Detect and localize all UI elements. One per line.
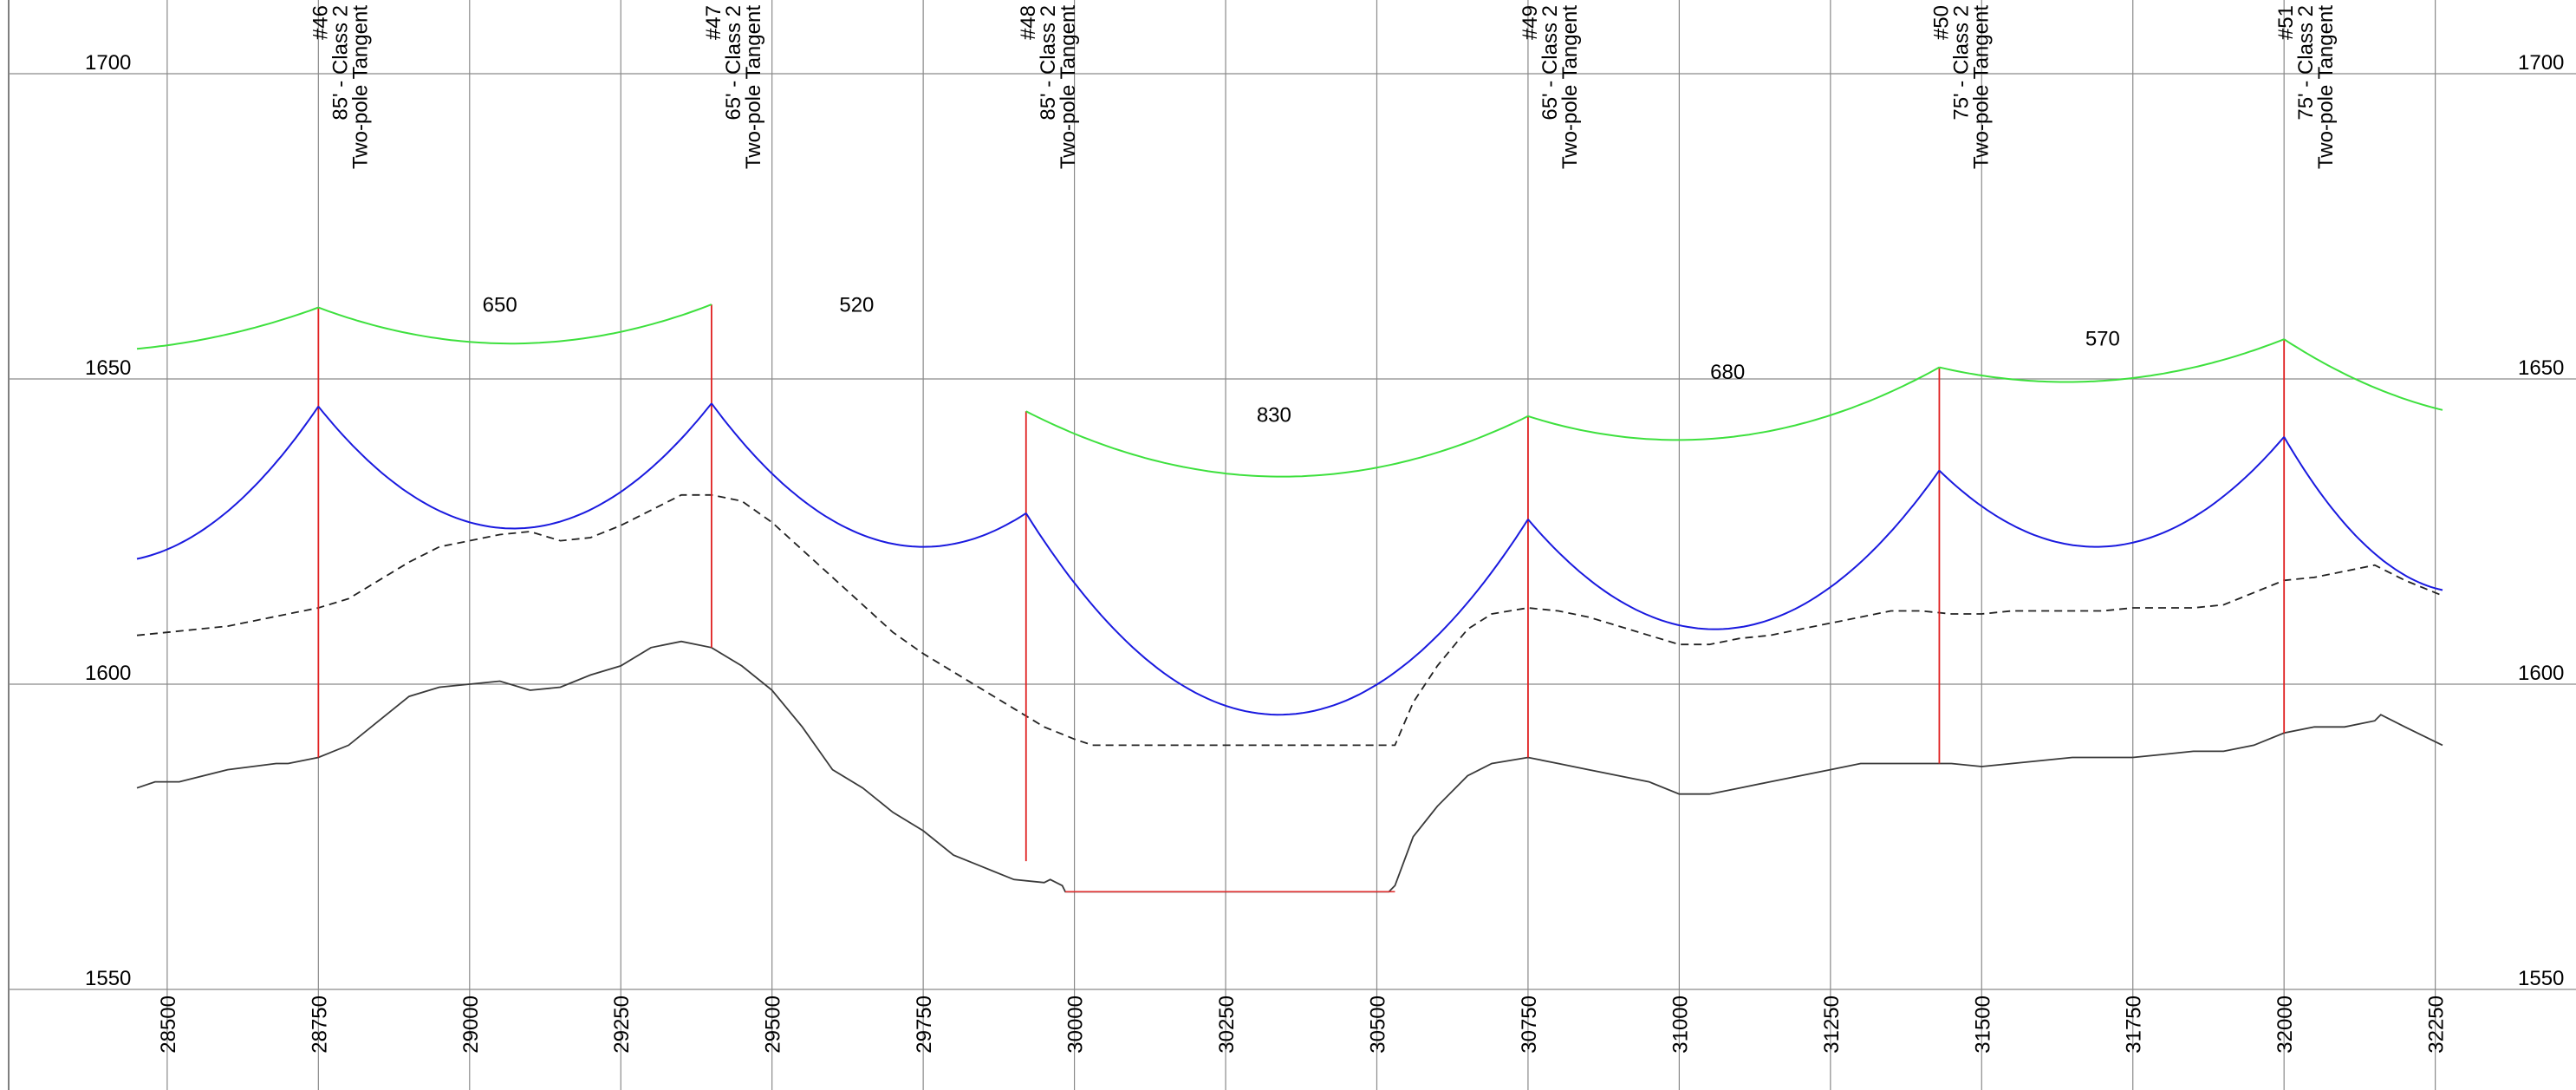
y-tick-right-1650: 1650 [2518, 356, 2564, 380]
pole-label-46-1: #46 [309, 5, 332, 40]
pole-label-51-2: 75' - Class 2 [2294, 5, 2318, 121]
pole-label-47-1: #47 [702, 5, 725, 40]
vegetation-profile [136, 493, 2443, 747]
clearance-left-edge [136, 306, 319, 350]
pole-label-50-2: 75' - Class 2 [1949, 5, 1973, 121]
x-tick-29000: 29000 [459, 995, 483, 1054]
conductor-span-520 [711, 402, 1027, 548]
clearance-span-680 [1527, 366, 1940, 441]
pole-label-51-3: Two-pole Tangent [2314, 5, 2338, 169]
x-tick-28500: 28500 [157, 995, 180, 1054]
pole-label-49-2: 65' - Class 2 [1538, 5, 1562, 121]
y-tick-left-1550: 1550 [85, 967, 131, 990]
x-tick-28750: 28750 [308, 995, 331, 1054]
x-tick-31000: 31000 [1669, 995, 1692, 1054]
clearance-right-edge [2283, 338, 2443, 411]
x-tick-30000: 30000 [1064, 995, 1088, 1054]
x-tick-30750: 30750 [1518, 995, 1541, 1054]
pole-label-48-1: #48 [1017, 5, 1040, 40]
pole-label-50-1: #50 [1929, 5, 1953, 40]
span-length-650: 650 [483, 294, 517, 317]
pole-label-49-1: #49 [1519, 5, 1542, 40]
conductor-span-830 [1025, 512, 1529, 716]
y-tick-left-1600: 1600 [85, 662, 131, 685]
pole-label-47-2: 65' - Class 2 [722, 5, 745, 121]
clearance-span-650 [317, 304, 712, 345]
ground-line [136, 640, 2443, 893]
conductor-curves [136, 402, 2443, 716]
poles [317, 304, 2286, 862]
span-length-520: 520 [839, 294, 874, 317]
pole-label-47-3: Two-pole Tangent [742, 5, 765, 169]
pole-label-48-2: 85' - Class 2 [1037, 5, 1060, 121]
clearance-span-830 [1025, 410, 1529, 478]
clearance-span-570 [1939, 338, 2285, 383]
clearance-curves [136, 304, 2443, 478]
ground-profile [136, 640, 2443, 893]
x-tick-31250: 31250 [1820, 995, 1844, 1054]
x-tick-31500: 31500 [1971, 995, 1994, 1054]
pole-label-50-3: Two-pole Tangent [1969, 5, 1993, 169]
span-length-570: 570 [2085, 327, 2120, 350]
span-length-830: 830 [1257, 403, 1291, 427]
pole-label-49-3: Two-pole Tangent [1558, 5, 1582, 169]
y-tick-right-1700: 1700 [2518, 51, 2564, 75]
pole-label-48-3: Two-pole Tangent [1057, 5, 1080, 169]
conductor-span-650 [317, 402, 712, 530]
y-tick-right-1600: 1600 [2518, 662, 2564, 685]
conductor-span-680 [1527, 470, 1941, 630]
span-length-680: 680 [1710, 361, 1745, 384]
x-tick-31750: 31750 [2123, 995, 2146, 1054]
x-tick-30250: 30250 [1215, 995, 1239, 1054]
x-tick-29250: 29250 [610, 995, 634, 1054]
x-tick-29500: 29500 [762, 995, 785, 1054]
y-tick-left-1650: 1650 [85, 356, 131, 380]
pole-label-46-2: 85' - Class 2 [329, 5, 352, 121]
pole-label-51-1: #51 [2274, 5, 2298, 40]
conductor-left-edge [136, 406, 320, 560]
labels: 1550 1550 1600 1600 1650 1650 1700 1700 28500 287… [85, 5, 2564, 1054]
pole-label-46-3: Two-pole Tangent [348, 5, 372, 169]
grid [8, 0, 2576, 1090]
y-tick-left-1700: 1700 [85, 51, 131, 75]
x-tick-32250: 32250 [2425, 995, 2449, 1054]
conductor-span-570 [1938, 436, 2285, 548]
vegetation-line [136, 493, 2443, 747]
x-tick-32000: 32000 [2274, 995, 2297, 1054]
conductor-right-edge [2283, 436, 2443, 591]
x-tick-29750: 29750 [913, 995, 936, 1054]
y-tick-right-1550: 1550 [2518, 967, 2564, 990]
x-tick-30500: 30500 [1366, 995, 1389, 1054]
